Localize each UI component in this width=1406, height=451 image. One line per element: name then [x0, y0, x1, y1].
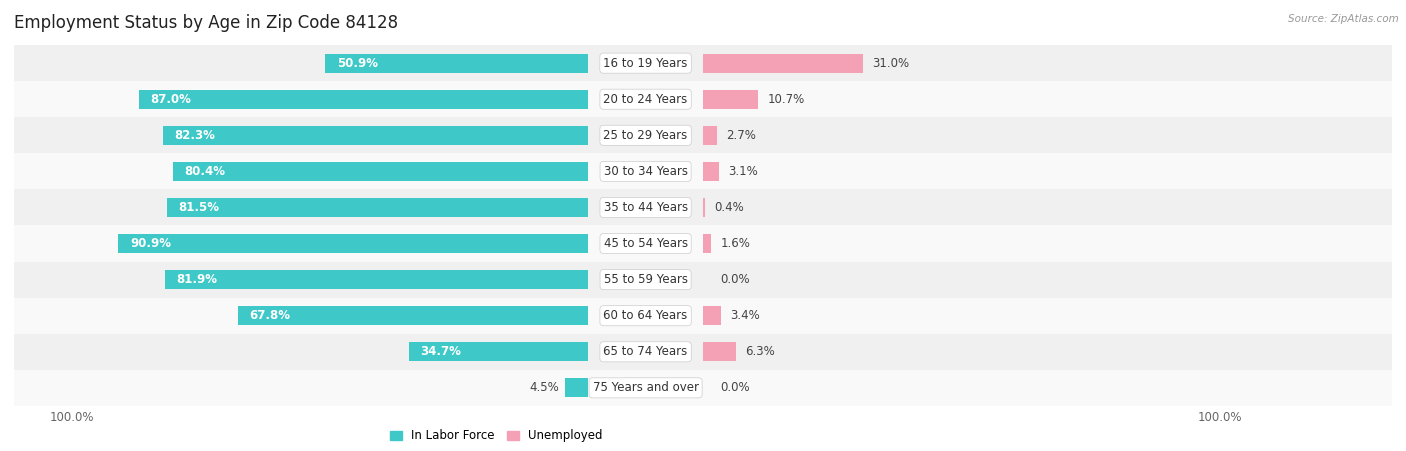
Text: 30 to 34 Years: 30 to 34 Years: [603, 165, 688, 178]
Bar: [14, 262, 1392, 298]
Text: 31.0%: 31.0%: [872, 57, 910, 69]
Text: 35 to 44 Years: 35 to 44 Years: [603, 201, 688, 214]
Text: 81.5%: 81.5%: [179, 201, 219, 214]
Bar: [118, 234, 588, 253]
Bar: [165, 270, 588, 289]
Text: 10.7%: 10.7%: [768, 93, 804, 106]
Text: Source: ZipAtlas.com: Source: ZipAtlas.com: [1288, 14, 1399, 23]
Bar: [703, 198, 704, 217]
Bar: [14, 117, 1392, 153]
Text: 6.3%: 6.3%: [745, 345, 775, 358]
Bar: [409, 342, 588, 361]
Text: 0.0%: 0.0%: [720, 382, 749, 394]
Bar: [238, 306, 588, 325]
Text: 75 Years and over: 75 Years and over: [592, 382, 699, 394]
Bar: [703, 54, 863, 73]
Text: 2.7%: 2.7%: [725, 129, 756, 142]
Bar: [703, 342, 735, 361]
Bar: [703, 126, 717, 145]
Text: 1.6%: 1.6%: [720, 237, 751, 250]
Text: 3.1%: 3.1%: [728, 165, 758, 178]
Text: 81.9%: 81.9%: [177, 273, 218, 286]
Bar: [703, 234, 711, 253]
Bar: [173, 162, 588, 181]
Text: 20 to 24 Years: 20 to 24 Years: [603, 93, 688, 106]
Text: 80.4%: 80.4%: [184, 165, 225, 178]
Text: Employment Status by Age in Zip Code 84128: Employment Status by Age in Zip Code 841…: [14, 14, 398, 32]
Text: 25 to 29 Years: 25 to 29 Years: [603, 129, 688, 142]
Bar: [703, 90, 758, 109]
Bar: [163, 126, 588, 145]
Bar: [14, 81, 1392, 117]
Text: 4.5%: 4.5%: [530, 382, 560, 394]
Text: 87.0%: 87.0%: [150, 93, 191, 106]
Text: 90.9%: 90.9%: [129, 237, 172, 250]
Bar: [14, 45, 1392, 81]
Bar: [139, 90, 588, 109]
Bar: [14, 298, 1392, 334]
Bar: [14, 189, 1392, 226]
Text: 0.0%: 0.0%: [720, 273, 749, 286]
Bar: [14, 370, 1392, 406]
Bar: [565, 378, 588, 397]
Bar: [14, 334, 1392, 370]
Text: 45 to 54 Years: 45 to 54 Years: [603, 237, 688, 250]
Text: 55 to 59 Years: 55 to 59 Years: [603, 273, 688, 286]
Bar: [167, 198, 588, 217]
Text: 82.3%: 82.3%: [174, 129, 215, 142]
Text: 60 to 64 Years: 60 to 64 Years: [603, 309, 688, 322]
Text: 16 to 19 Years: 16 to 19 Years: [603, 57, 688, 69]
Text: 34.7%: 34.7%: [420, 345, 461, 358]
Bar: [325, 54, 588, 73]
Legend: In Labor Force, Unemployed: In Labor Force, Unemployed: [385, 424, 607, 447]
Text: 0.4%: 0.4%: [714, 201, 744, 214]
Text: 65 to 74 Years: 65 to 74 Years: [603, 345, 688, 358]
Bar: [14, 226, 1392, 262]
Text: 3.4%: 3.4%: [730, 309, 759, 322]
Bar: [703, 162, 718, 181]
Text: 67.8%: 67.8%: [249, 309, 290, 322]
Text: 50.9%: 50.9%: [336, 57, 378, 69]
Bar: [703, 306, 720, 325]
Bar: [14, 153, 1392, 189]
